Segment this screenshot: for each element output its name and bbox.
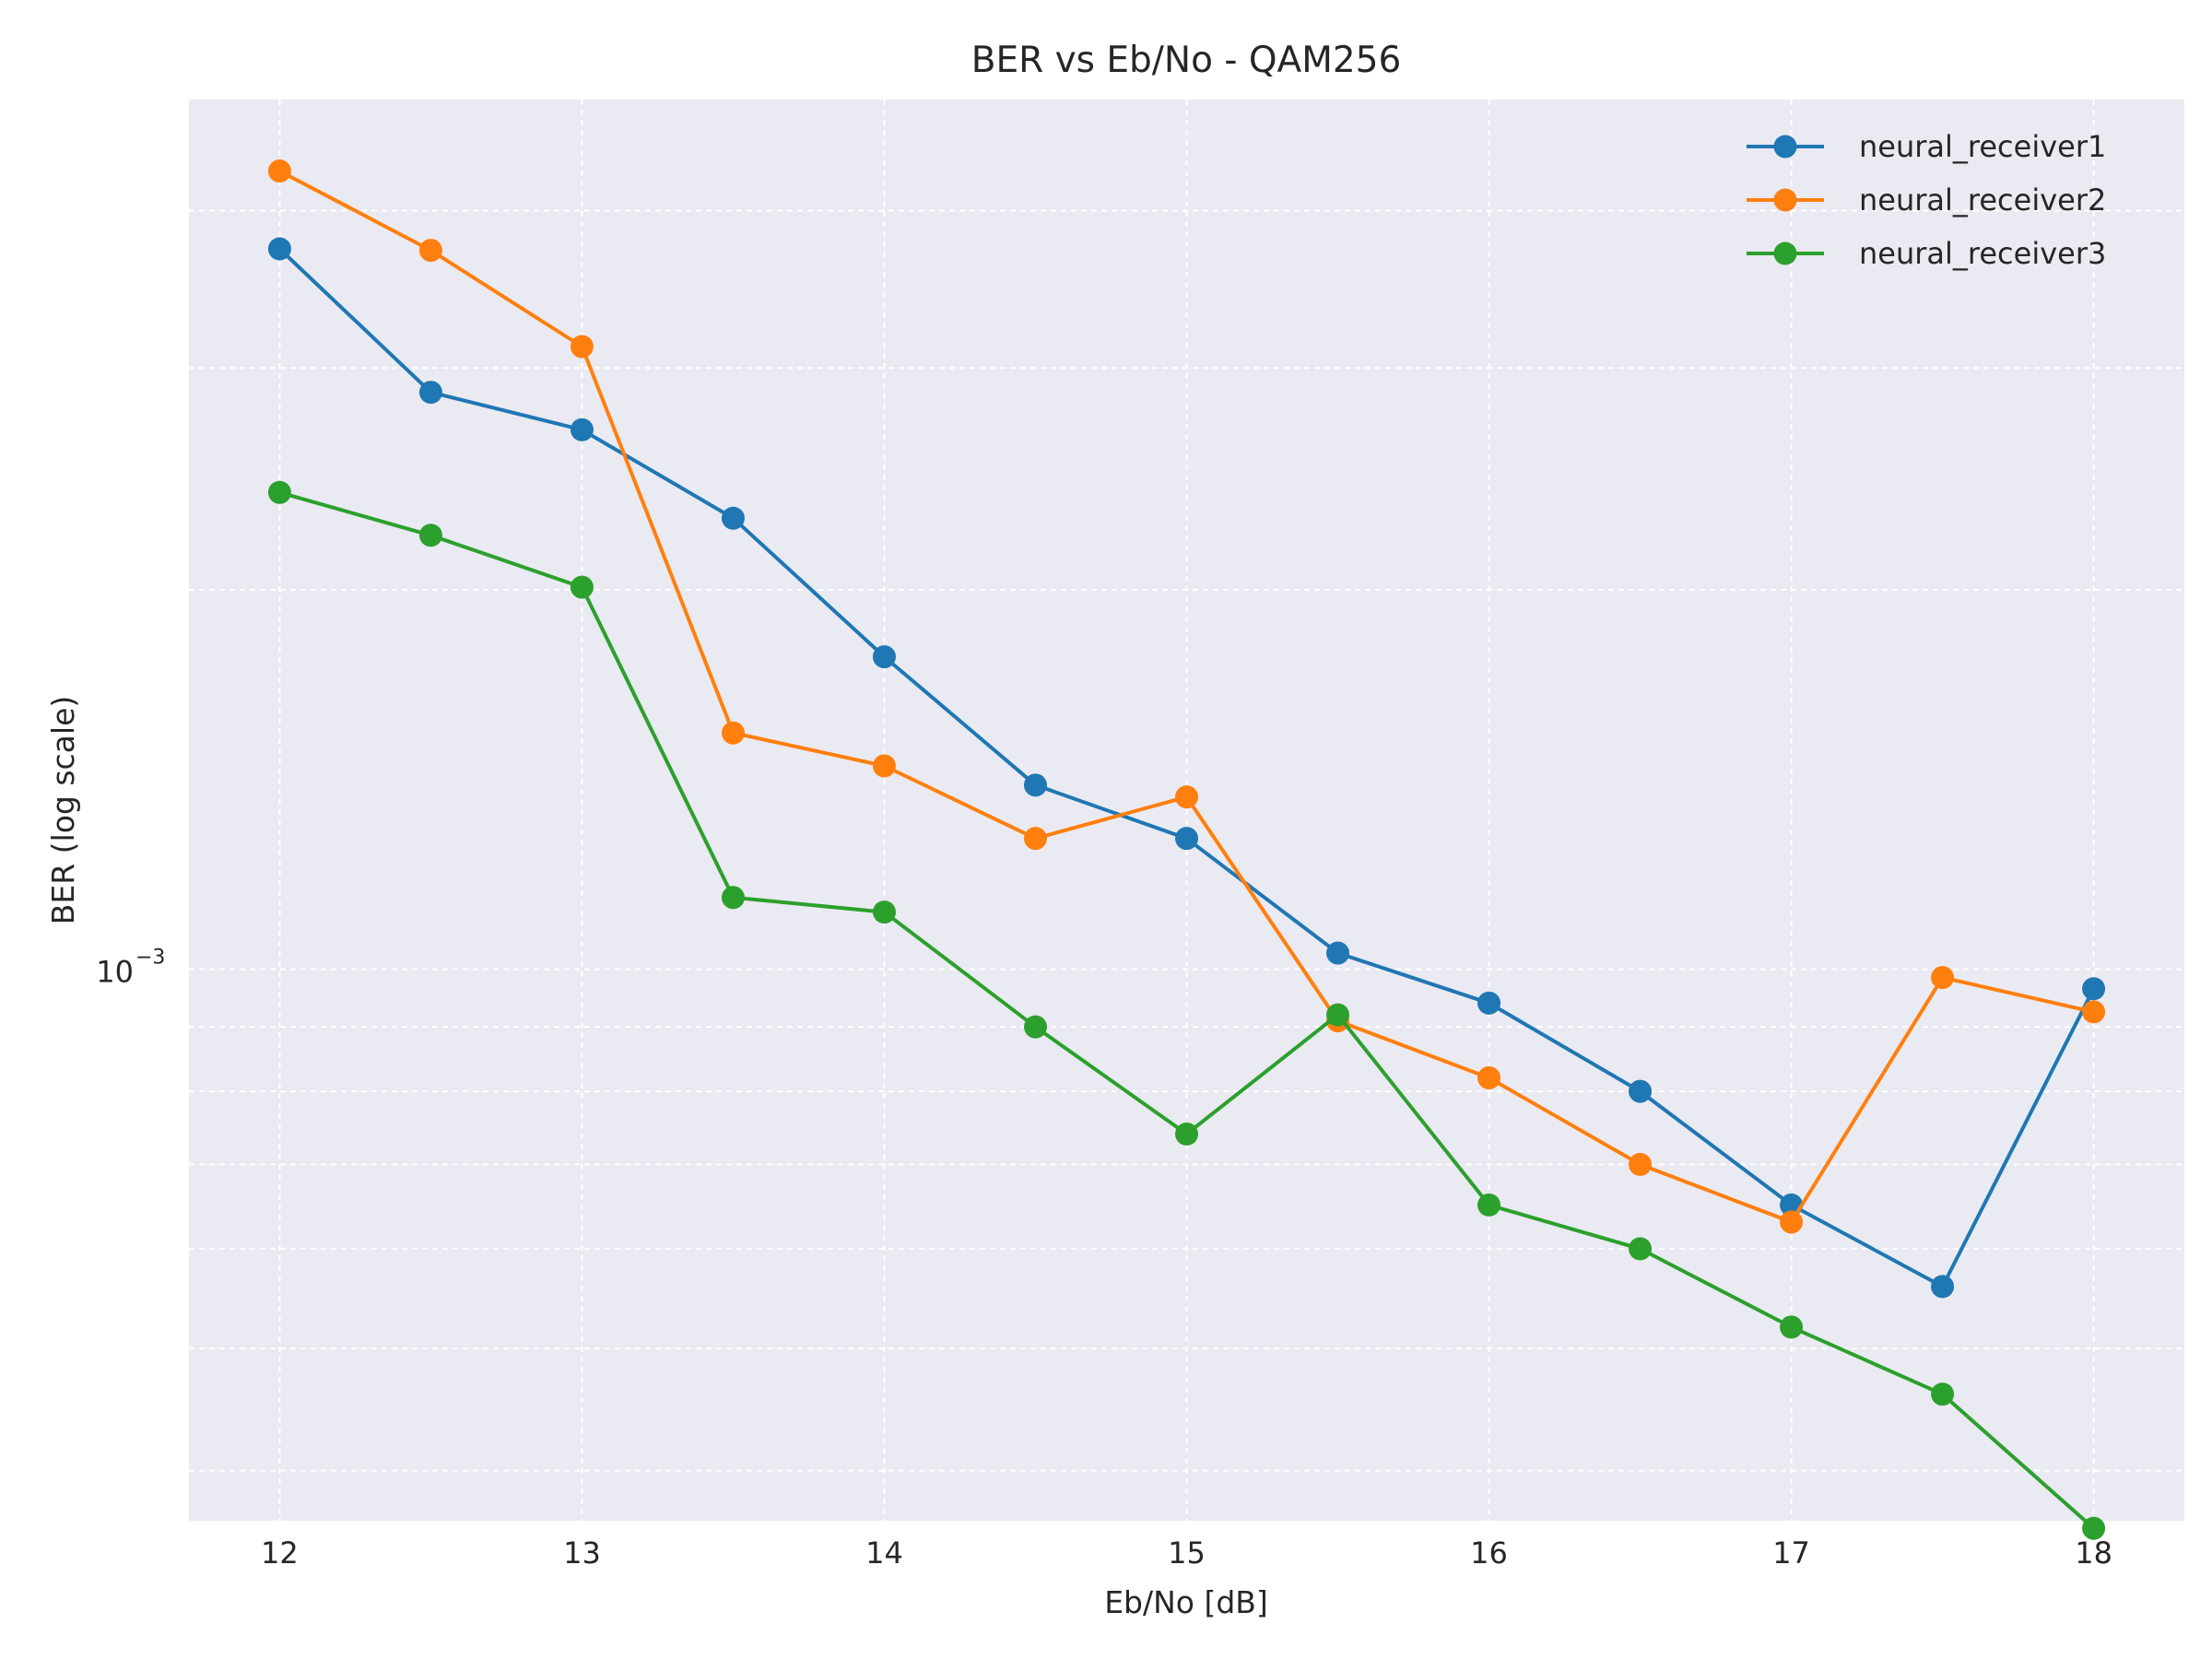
data-point [1023, 1015, 1047, 1039]
legend-marker [1773, 135, 1797, 159]
legend-marker [1773, 241, 1797, 265]
x-axis-label: Eb/No [dB] [1104, 1584, 1268, 1620]
data-point [872, 645, 896, 669]
legend-label: neural_receiver2 [1859, 182, 2106, 218]
data-point [570, 335, 594, 359]
series-neural_receiver1 [267, 237, 2106, 1299]
legend-label: neural_receiver1 [1859, 129, 2106, 164]
data-point [1175, 827, 1198, 851]
data-point [1931, 966, 1955, 990]
series-layer [267, 159, 2106, 1540]
legend: neural_receiver1 neural_receiver2 neural_r… [1747, 129, 2106, 271]
data-point [1477, 991, 1501, 1015]
x-tick-label: 12 [261, 1535, 299, 1571]
x-tick-label: 14 [865, 1535, 903, 1571]
data-point [872, 754, 896, 778]
x-tick-label: 16 [1470, 1535, 1508, 1571]
data-point [418, 381, 442, 405]
data-point [1477, 1065, 1501, 1089]
data-point [1175, 1122, 1198, 1146]
data-point [872, 900, 896, 924]
data-point [267, 480, 291, 504]
legend-item: neural_receiver3 [1747, 236, 2106, 271]
x-tick-label: 15 [1168, 1535, 1206, 1571]
data-point [570, 418, 594, 441]
data-point [1931, 1382, 1955, 1406]
data-point [1629, 1152, 1653, 1176]
x-tick-label: 18 [2075, 1535, 2112, 1571]
data-point [1326, 941, 1350, 965]
data-point [1477, 1193, 1501, 1217]
data-point [2082, 1000, 2106, 1024]
x-tick-label: 13 [563, 1535, 601, 1571]
series-neural_receiver3 [267, 480, 2106, 1540]
data-point [267, 159, 291, 183]
legend-marker [1773, 188, 1797, 212]
data-point [1780, 1315, 1804, 1339]
data-point [1023, 827, 1047, 851]
data-point [1629, 1237, 1653, 1261]
y-tick-exponent: −3 [135, 947, 165, 970]
data-point [418, 524, 442, 547]
legend-item: neural_receiver2 [1747, 182, 2106, 218]
data-point [1629, 1079, 1653, 1103]
data-point [1023, 773, 1047, 797]
legend-item: neural_receiver1 [1747, 129, 2106, 164]
grid-lines [189, 100, 2184, 1521]
data-point [1931, 1275, 1955, 1299]
y-axis-label: BER (log scale) [45, 696, 81, 924]
data-point [1780, 1210, 1804, 1234]
data-point [267, 237, 291, 261]
data-point [2082, 977, 2106, 1001]
x-tick-label: 17 [1772, 1535, 1810, 1571]
chart-title: BER vs Eb/No - QAM256 [971, 40, 1402, 81]
data-point [418, 239, 442, 263]
data-point [1326, 1003, 1350, 1027]
data-point [721, 886, 745, 910]
data-point [570, 575, 594, 599]
tick-labels: 12 13 14 15 16 17 18 10 −3 [96, 947, 2112, 1571]
legend-label: neural_receiver3 [1859, 236, 2106, 271]
data-point [721, 506, 745, 530]
y-tick-label: 10 [96, 955, 134, 990]
data-point [721, 721, 745, 745]
data-point [2082, 1516, 2106, 1540]
data-point [1175, 785, 1198, 809]
